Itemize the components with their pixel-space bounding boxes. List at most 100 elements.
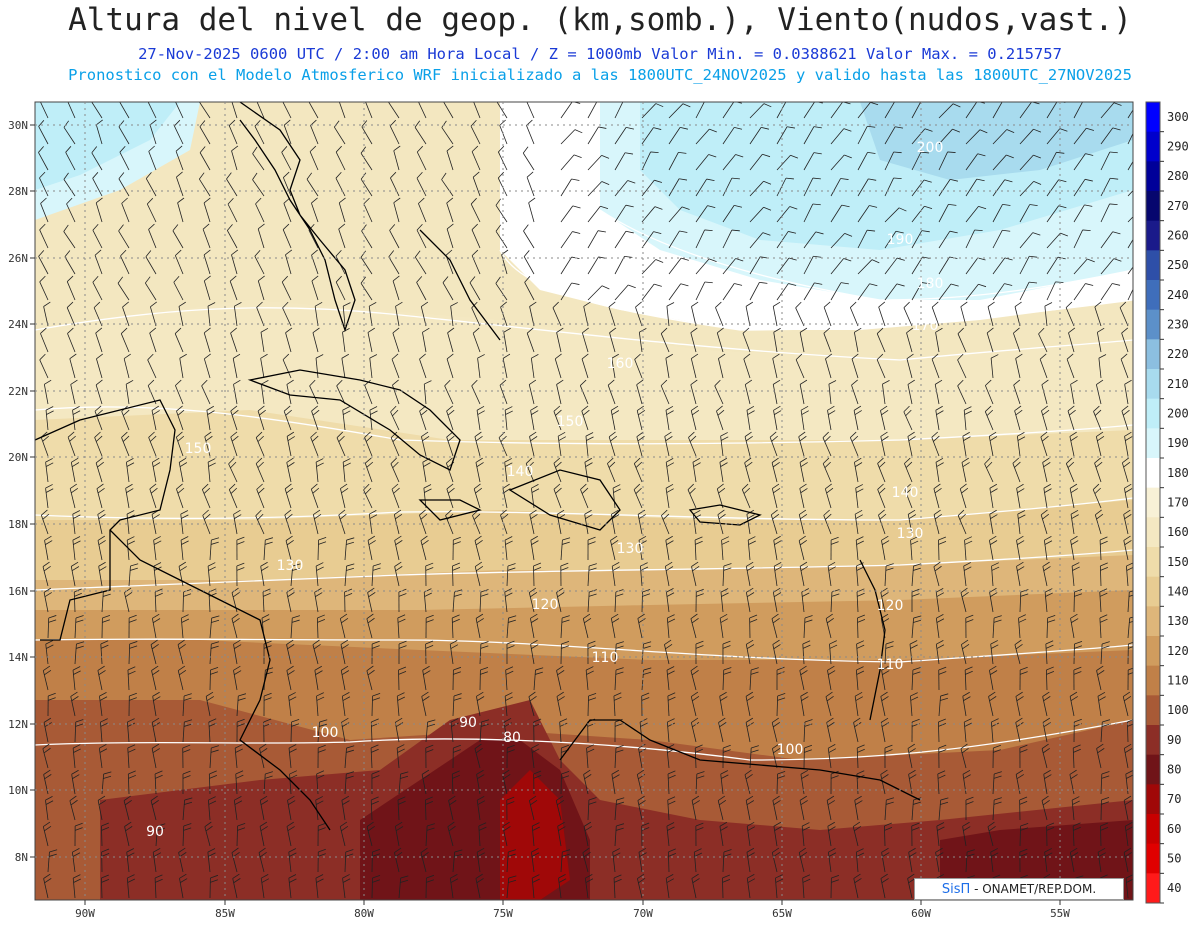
contour-label: 100 (312, 725, 339, 741)
contour-label: 190 (887, 232, 914, 248)
colorbar-label: 140 (1167, 585, 1189, 599)
colorbar-swatch (1146, 220, 1160, 251)
colorbar-label: 300 (1167, 110, 1189, 124)
colorbar-label: 200 (1167, 407, 1189, 421)
colorbar-label: 220 (1167, 347, 1189, 361)
colorbar-swatch (1146, 458, 1160, 489)
colorbar-label: 60 (1167, 822, 1181, 836)
colorbar-swatch (1146, 487, 1160, 518)
colorbar-label: 170 (1167, 496, 1189, 510)
subtitle-model-info: Pronostico con el Modelo Atmosferico WRF… (68, 66, 1132, 84)
colorbar-label: 120 (1167, 644, 1189, 658)
contour-label: 100 (777, 742, 804, 758)
lon-label: 55W (1050, 907, 1070, 920)
colorbar-swatch (1146, 754, 1160, 785)
lat-label: 8N (15, 851, 28, 864)
colorbar-label: 110 (1167, 674, 1189, 688)
colorbar-swatch (1146, 814, 1160, 845)
colorbar-swatch (1146, 369, 1160, 400)
colorbar-swatch (1146, 517, 1160, 548)
lat-label: 12N (8, 718, 28, 731)
colorbar-label: 270 (1167, 199, 1189, 213)
colorbar-swatch (1146, 131, 1160, 162)
contour-label: 110 (877, 657, 904, 673)
colorbar-label: 190 (1167, 436, 1189, 450)
colorbar-swatch (1146, 665, 1160, 696)
colorbar-swatch (1146, 547, 1160, 578)
colorbar-swatch (1146, 636, 1160, 667)
colorbar-swatch (1146, 843, 1160, 874)
contour-label: 140 (892, 485, 919, 501)
colorbar-label: 180 (1167, 466, 1189, 480)
lat-label: 26N (8, 252, 28, 265)
contour-label: 180 (917, 276, 944, 292)
map-title: Altura del nivel de geop. (km,somb.), Vi… (68, 2, 1132, 38)
lat-label: 18N (8, 518, 28, 531)
lon-label: 60W (911, 907, 931, 920)
colorbar-swatch (1146, 250, 1160, 281)
colorbar-label: 100 (1167, 703, 1189, 717)
credit-org: - ONAMET/REP.DOM. (974, 882, 1097, 896)
colorbar-label: 130 (1167, 614, 1189, 628)
shaded-field (35, 102, 1133, 900)
contour-labels: 200 190 180 170 160 150 150 140 140 130 130 130 120 1… (146, 140, 943, 840)
lat-label: 10N (8, 784, 28, 797)
colorbar-label: 50 (1167, 852, 1181, 866)
colorbar-label: 80 (1167, 763, 1181, 777)
colorbar-label: 90 (1167, 733, 1181, 747)
lat-label: 22N (8, 385, 28, 398)
colorbar-swatch (1146, 784, 1160, 815)
colorbar-swatch (1146, 309, 1160, 340)
colorbar: 300 290 280 270 260 250 240 230 220 210 200 190 180 1… (1145, 101, 1189, 904)
colorbar-label: 280 (1167, 169, 1189, 183)
contour-label: 150 (185, 441, 212, 457)
latitude-labels: 30N 28N 26N 24N 22N 20N 18N 16N 14N 12N 10N 8N (8, 119, 35, 864)
colorbar-swatch (1146, 161, 1160, 192)
colorbar-swatch (1146, 428, 1160, 459)
contour-label: 130 (617, 541, 644, 557)
lon-label: 85W (215, 907, 235, 920)
lat-label: 16N (8, 585, 28, 598)
colorbar-swatch (1146, 576, 1160, 607)
contour-label: 140 (507, 464, 534, 480)
colorbar-swatch (1146, 873, 1160, 904)
colorbar-label: 40 (1167, 881, 1181, 895)
colorbar-swatch (1146, 280, 1160, 311)
plot-frame (34, 101, 1134, 901)
colorbar-label: 250 (1167, 258, 1189, 272)
contour-label: 130 (897, 526, 924, 542)
colorbar-label: 240 (1167, 288, 1189, 302)
contour-label: 130 (277, 558, 304, 574)
contour-label: 90 (146, 824, 164, 840)
graticule (35, 102, 1133, 900)
contour-label: 200 (917, 140, 944, 156)
coastlines (35, 102, 921, 831)
longitude-labels: 90W 85W 80W 75W 70W 65W 60W 55W (75, 900, 1070, 920)
colorbar-swatch (1146, 102, 1160, 133)
lon-label: 80W (354, 907, 374, 920)
colorbar-swatch (1146, 191, 1160, 222)
lat-label: 30N (8, 119, 28, 132)
colorbar-label: 210 (1167, 377, 1189, 391)
lon-label: 90W (75, 907, 95, 920)
lon-label: 70W (633, 907, 653, 920)
lon-label: 65W (772, 907, 792, 920)
colorbar-swatch (1146, 695, 1160, 726)
colorbar-label: 260 (1167, 229, 1189, 243)
contour-label: 170 (912, 318, 939, 334)
colorbar-label: 160 (1167, 525, 1189, 539)
lat-label: 20N (8, 451, 28, 464)
credit-box: SisΠ - ONAMET/REP.DOM. (914, 878, 1124, 900)
colorbar-swatch (1146, 725, 1160, 756)
colorbar-swatch (1146, 339, 1160, 370)
contour-label: 90 (459, 715, 477, 731)
subtitle-valid-time: 27-Nov-2025 0600 UTC / 2:00 am Hora Loca… (138, 45, 1062, 63)
contour-label: 80 (503, 730, 521, 746)
sispi-logo-text: SisΠ (941, 882, 971, 897)
colorbar-label: 150 (1167, 555, 1189, 569)
colorbar-swatch (1146, 606, 1160, 637)
contour-label: 120 (877, 598, 904, 614)
lat-label: 28N (8, 185, 28, 198)
contour-label: 120 (532, 597, 559, 613)
